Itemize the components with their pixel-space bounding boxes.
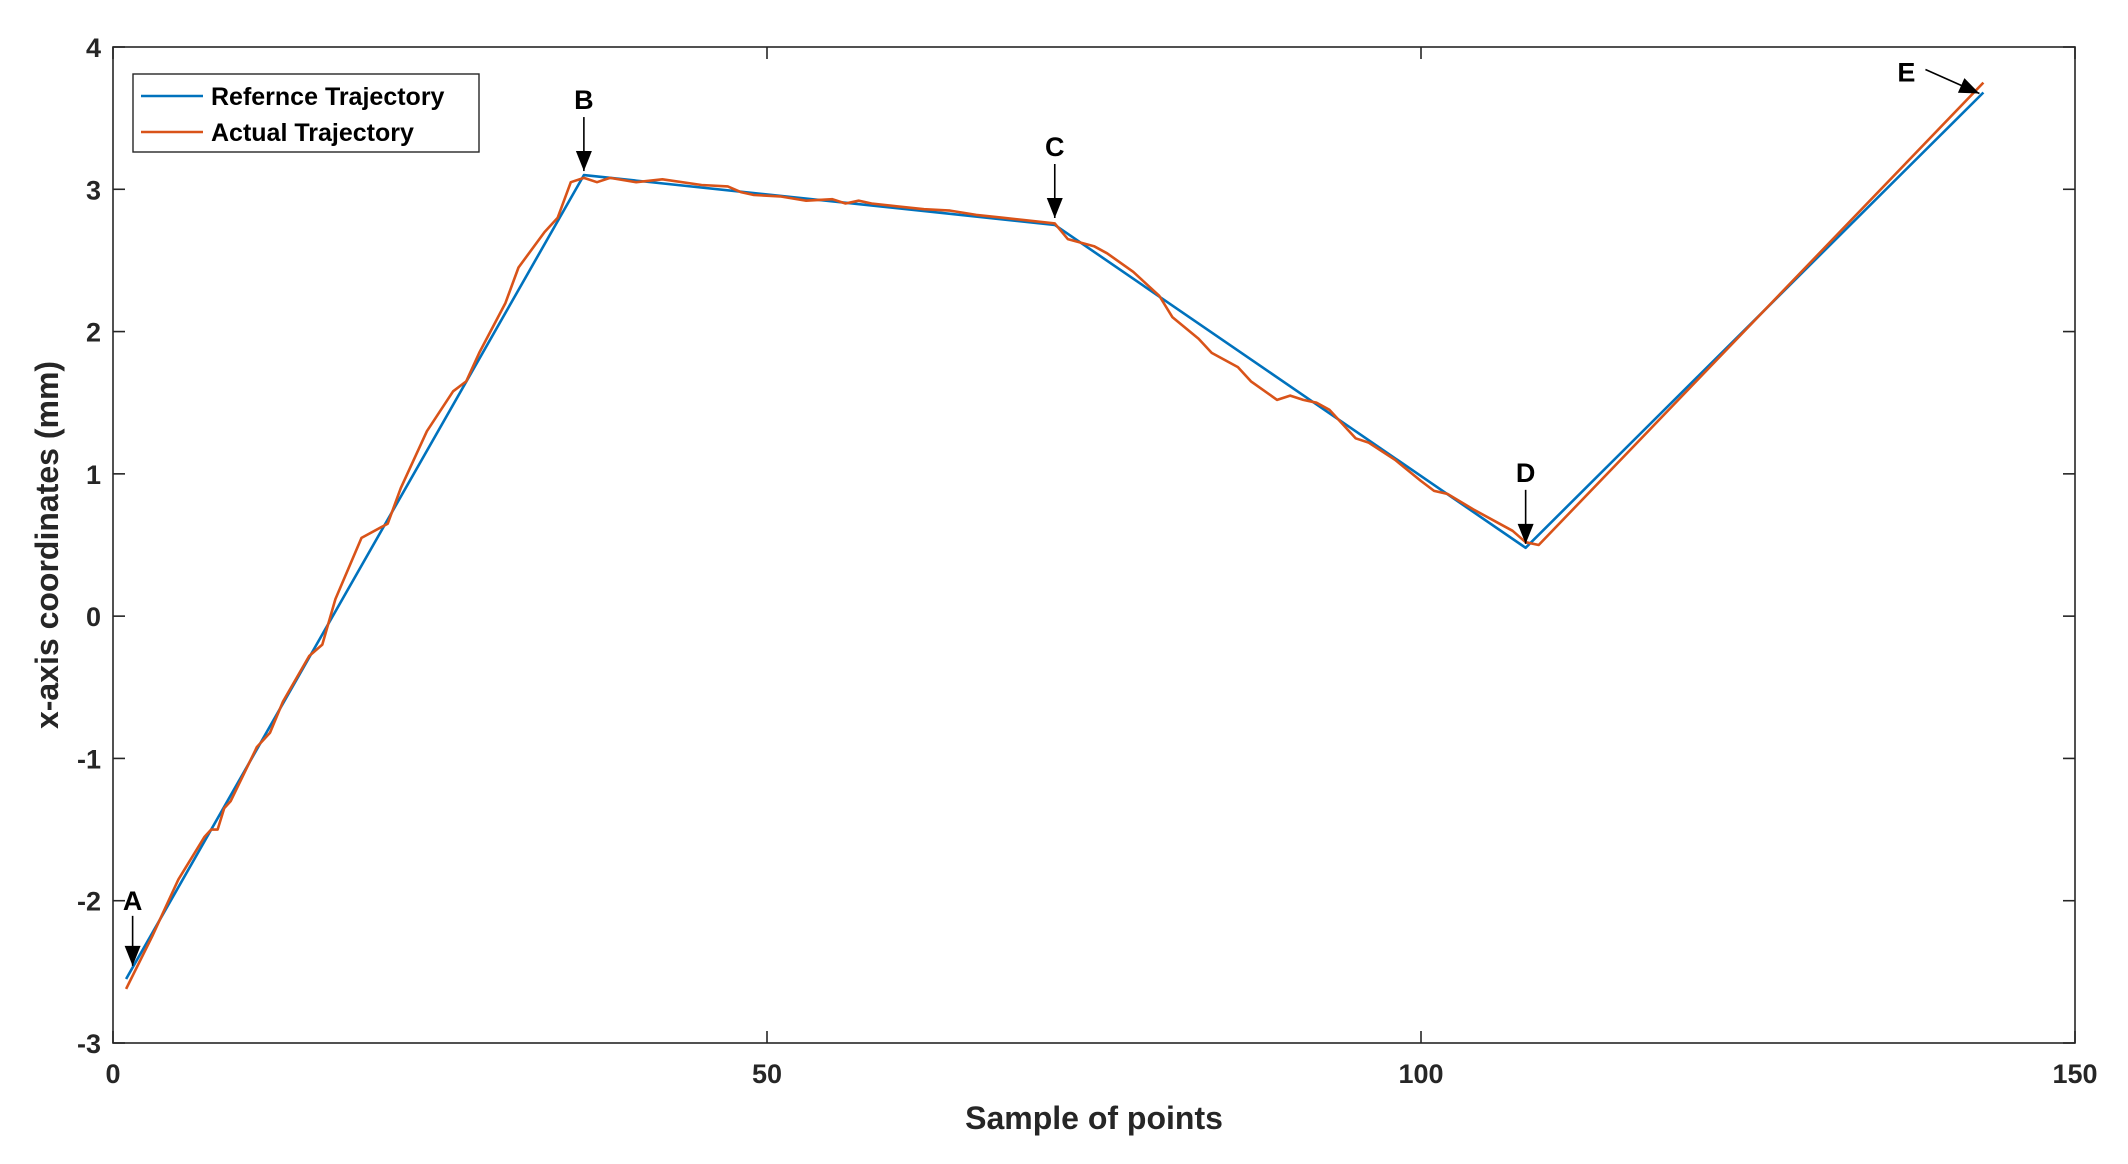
- annotation-b: B: [574, 85, 594, 172]
- annotation-label: A: [123, 886, 143, 916]
- annotation-arrowhead: [1957, 78, 1980, 94]
- series-layer: [124, 81, 1985, 990]
- annotation-arrowhead: [124, 945, 141, 966]
- y-tick-label: -2: [77, 887, 101, 917]
- annotation-label: B: [574, 85, 594, 115]
- x-axis-label: Sample of points: [965, 1100, 1223, 1136]
- annotation-e: E: [1897, 58, 1980, 95]
- y-tick-label: 3: [86, 175, 101, 205]
- annotation-arrowhead: [1046, 198, 1063, 219]
- annotation-c: C: [1045, 132, 1065, 219]
- legend: Refernce Trajectory Actual Trajectory: [132, 73, 480, 153]
- x-axis-ticks: 0 50 100 150: [105, 47, 2098, 1089]
- legend-box: [132, 73, 480, 153]
- annotation-d: D: [1516, 458, 1536, 544]
- y-tick-label: 2: [86, 318, 101, 348]
- annotation-layer: A B C D E: [123, 58, 1980, 966]
- y-tick-label: 4: [86, 33, 101, 63]
- y-tick-label: 1: [86, 460, 101, 490]
- y-tick-label: -1: [77, 744, 101, 774]
- y-tick-label: 0: [86, 602, 101, 632]
- plot-area: [112, 46, 2076, 1044]
- x-tick-label: 50: [752, 1059, 782, 1089]
- x-tick-label: 100: [1398, 1059, 1443, 1089]
- x-tick-label: 0: [105, 1059, 120, 1089]
- annotation-a: A: [123, 886, 143, 966]
- legend-entry: Refernce Trajectory: [211, 83, 445, 111]
- annotation-arrowhead: [1517, 523, 1534, 544]
- y-tick-label: -3: [77, 1029, 101, 1059]
- annotation-label: E: [1897, 58, 1915, 88]
- annotation-label: C: [1045, 132, 1065, 162]
- annotation-arrowhead: [575, 151, 592, 172]
- series-line-actual: [124, 81, 1985, 990]
- y-axis-label: x-axis coordinates (mm): [29, 361, 65, 729]
- legend-entry: Actual Trajectory: [211, 119, 414, 147]
- y-axis-ticks: -3 -2 -1 0 1 2 3 4: [77, 33, 2075, 1059]
- x-tick-label: 150: [2052, 1059, 2097, 1089]
- annotation-label: D: [1516, 458, 1536, 488]
